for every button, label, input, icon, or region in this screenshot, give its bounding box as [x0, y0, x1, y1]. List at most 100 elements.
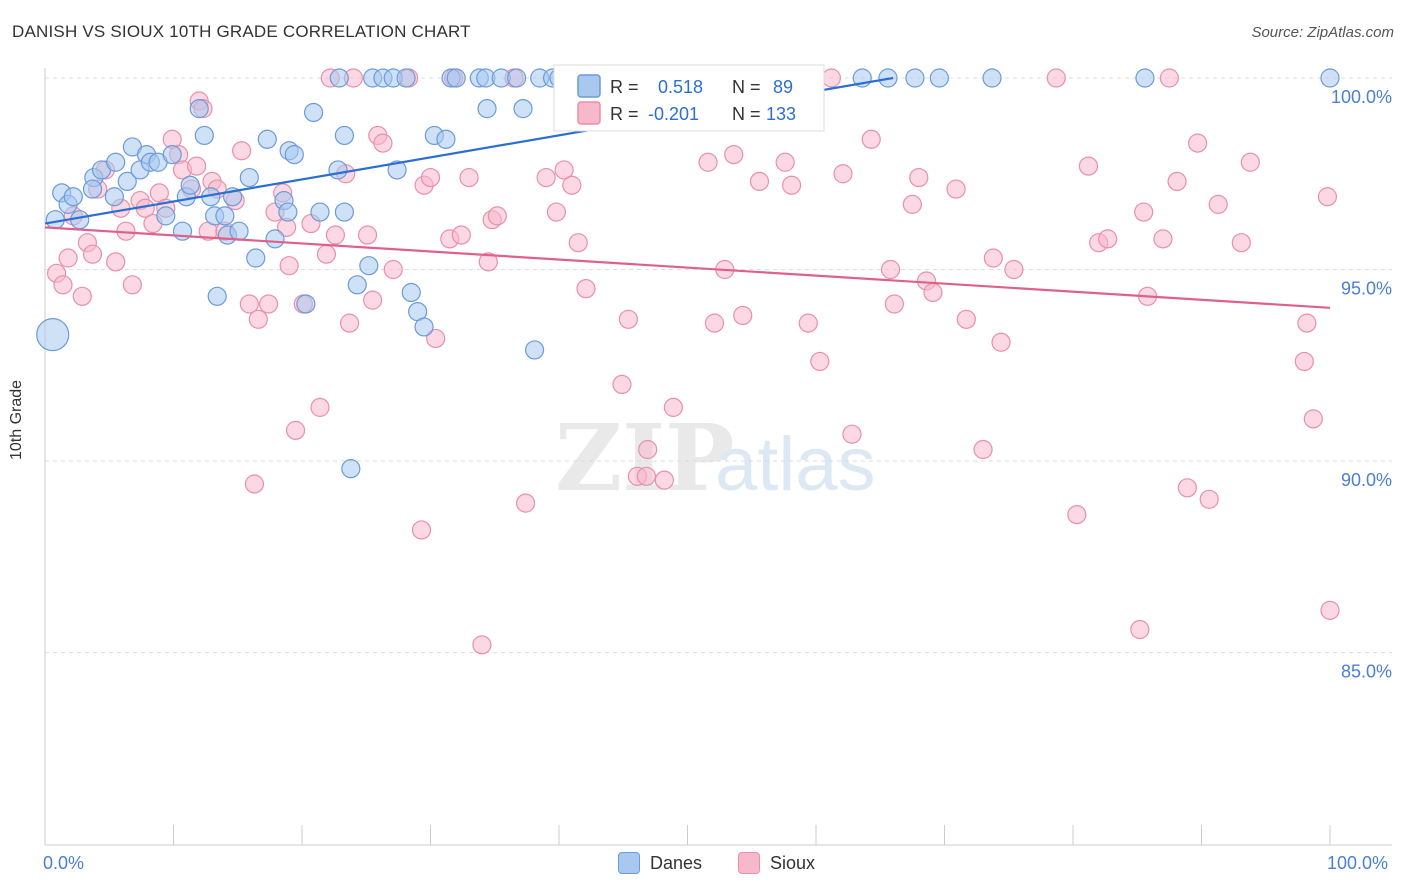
legend-swatch-sioux-bottom	[738, 852, 761, 874]
sioux-point	[472, 635, 492, 655]
sioux-point	[1231, 233, 1251, 253]
sioux-point	[1199, 489, 1219, 509]
legend-r-value-danes: 0.518	[658, 77, 703, 97]
sioux-point	[244, 474, 265, 494]
sioux-point	[106, 252, 126, 272]
danes-point	[162, 145, 182, 165]
sioux-point	[1167, 171, 1187, 192]
sioux-point	[239, 294, 259, 314]
sioux-point	[1188, 133, 1208, 153]
sioux-point	[861, 129, 881, 149]
y-tick-label: 85.0%	[1341, 662, 1392, 682]
sioux-point	[546, 202, 567, 222]
danes-point	[387, 160, 407, 180]
chart-title: DANISH VS SIOUX 10TH GRADE CORRELATION C…	[12, 22, 471, 41]
danes-point	[82, 179, 103, 199]
sioux-point	[562, 175, 582, 195]
sioux-point	[515, 493, 536, 513]
sioux-point	[53, 275, 73, 295]
danes-point	[359, 256, 379, 276]
sioux-point	[956, 309, 976, 329]
legend-r-label-sioux: R =	[610, 104, 639, 124]
danes-point	[982, 68, 1002, 88]
danes-point	[905, 68, 925, 88]
sioux-point	[1067, 505, 1087, 525]
sioux-point	[798, 313, 818, 333]
sioux-point	[654, 470, 674, 490]
sioux-point	[1240, 152, 1260, 172]
danes-point	[477, 99, 497, 119]
sioux-points	[46, 68, 1340, 655]
sioux-point	[357, 225, 378, 245]
danes-point	[310, 202, 330, 222]
y-tick-label: 95.0%	[1341, 279, 1392, 299]
sioux-point	[821, 68, 842, 88]
danes-point	[414, 317, 434, 337]
danes-point	[180, 175, 200, 195]
sioux-point	[536, 167, 556, 188]
legend-item-sioux[interactable]: Sioux	[738, 852, 815, 874]
sioux-point	[373, 133, 393, 153]
danes-point	[117, 171, 137, 192]
danes-point	[329, 68, 349, 88]
danes-point	[929, 68, 949, 88]
bottom-legend: Danes Sioux	[618, 852, 815, 874]
danes-point	[334, 202, 355, 222]
legend-n-label-danes: N =	[732, 77, 761, 97]
sioux-point	[426, 328, 446, 349]
y-tick-labels: 100.0% 95.0% 90.0% 85.0%	[1331, 87, 1392, 682]
legend-item-danes[interactable]: Danes	[618, 852, 702, 874]
sioux-point	[285, 420, 306, 440]
grid-lines	[45, 77, 1392, 653]
sioux-point	[902, 194, 922, 214]
sioux-point	[638, 439, 658, 460]
danes-point	[341, 459, 361, 479]
sioux-point	[82, 244, 103, 264]
sioux-point	[411, 520, 432, 540]
sioux-point	[310, 397, 330, 417]
sioux-point	[636, 466, 656, 486]
danes-point	[215, 206, 235, 226]
sioux-point	[983, 248, 1003, 268]
sioux-point	[1153, 229, 1173, 249]
sioux-point	[775, 152, 795, 172]
sioux-point	[554, 160, 574, 180]
sioux-point	[733, 305, 753, 326]
danes-point	[189, 99, 209, 119]
y-tick-label: 90.0%	[1341, 470, 1392, 490]
axes	[44, 68, 1392, 846]
sioux-point	[383, 259, 403, 280]
sioux-point	[122, 275, 142, 295]
sioux-point	[612, 374, 632, 394]
sioux-point	[1078, 156, 1099, 176]
danes-point	[257, 129, 277, 149]
danes-point	[446, 68, 466, 88]
sioux-point	[478, 252, 498, 272]
danes-point	[265, 229, 285, 249]
sioux-point	[232, 141, 252, 161]
legend-swatch-danes-bottom	[618, 852, 640, 874]
sioux-point	[842, 424, 862, 444]
legend-swatch-sioux	[577, 101, 601, 125]
sioux-point	[248, 309, 268, 329]
danes-point	[506, 68, 527, 88]
sioux-point	[325, 225, 346, 245]
danes-point	[347, 275, 367, 295]
sioux-point	[749, 171, 770, 192]
sioux-point	[1098, 229, 1118, 249]
danes-point	[401, 282, 421, 303]
danes-point	[278, 202, 298, 222]
sioux-point	[973, 439, 993, 460]
sioux-point	[1046, 68, 1066, 88]
danes-point	[1135, 68, 1155, 88]
sioux-trend-line	[44, 226, 1331, 309]
legend-label-sioux: Sioux	[770, 852, 816, 873]
sioux-point	[1297, 313, 1317, 333]
x-tick-label-max: 100.0%	[1327, 853, 1389, 873]
danes-point	[36, 318, 70, 352]
legend-swatch-danes	[577, 74, 601, 98]
sioux-point	[1177, 478, 1197, 498]
danes-point	[334, 125, 355, 146]
sioux-point	[58, 248, 78, 268]
